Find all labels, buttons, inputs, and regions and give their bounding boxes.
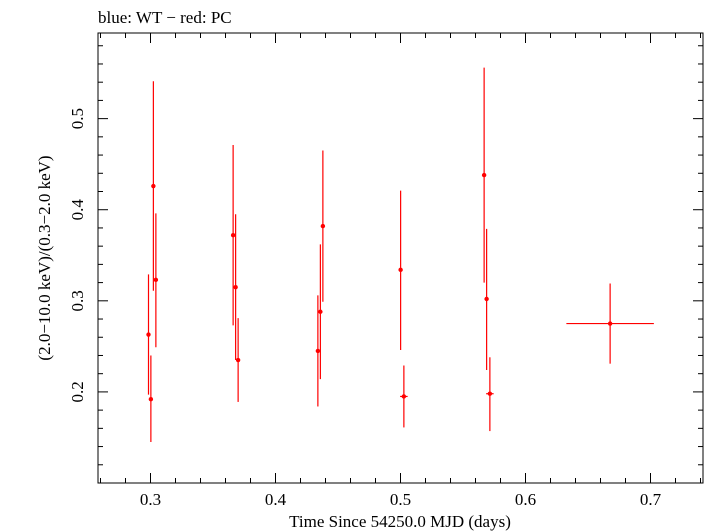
data-point xyxy=(318,244,323,380)
point-marker xyxy=(481,172,487,178)
y-axis: 0.2 0.3 0.4 0.5 xyxy=(68,45,703,466)
point-marker xyxy=(235,357,241,363)
x-tick-label: 0.4 xyxy=(265,490,287,509)
data-point xyxy=(481,67,487,283)
point-marker xyxy=(233,284,238,290)
y-axis-label: (2.0−10.0 keV)/(0.3−2.0 keV) xyxy=(35,155,54,360)
data-point xyxy=(484,228,489,371)
data-point xyxy=(486,357,494,432)
y-tick-label: 0.2 xyxy=(68,381,87,402)
point-marker xyxy=(315,348,321,354)
point-marker xyxy=(487,391,493,396)
data-point xyxy=(146,274,151,395)
data-point xyxy=(233,214,238,361)
data-point xyxy=(235,318,241,402)
point-marker xyxy=(398,267,403,273)
data-point xyxy=(315,295,321,407)
y-tick-label: 0.3 xyxy=(68,290,87,311)
point-marker xyxy=(484,296,489,302)
point-marker xyxy=(148,396,154,402)
point-marker xyxy=(607,321,613,326)
point-marker xyxy=(230,233,236,238)
point-marker xyxy=(153,277,159,283)
x-axis-label: Time Since 54250.0 MJD (days) xyxy=(289,512,511,531)
data-points xyxy=(146,67,654,443)
point-marker xyxy=(146,332,151,337)
data-point xyxy=(153,213,159,348)
data-point xyxy=(151,81,156,291)
data-point xyxy=(566,283,654,364)
data-point xyxy=(230,145,236,326)
point-marker xyxy=(318,309,323,314)
x-axis: 0.3 0.4 0.5 0.6 0.7 xyxy=(100,33,701,509)
chart-title: blue: WT − red: PC xyxy=(98,8,232,27)
point-marker xyxy=(151,183,156,189)
data-point xyxy=(148,355,154,443)
point-marker xyxy=(401,394,407,399)
point-marker xyxy=(320,223,326,229)
x-tick-label: 0.6 xyxy=(515,490,536,509)
x-tick-label: 0.3 xyxy=(140,490,161,509)
y-tick-label: 0.4 xyxy=(68,199,87,221)
data-point xyxy=(398,190,403,351)
data-point xyxy=(320,150,326,302)
x-tick-label: 0.7 xyxy=(640,490,662,509)
data-point xyxy=(400,365,408,428)
y-tick-label: 0.5 xyxy=(68,108,87,129)
x-tick-label: 0.5 xyxy=(390,490,411,509)
